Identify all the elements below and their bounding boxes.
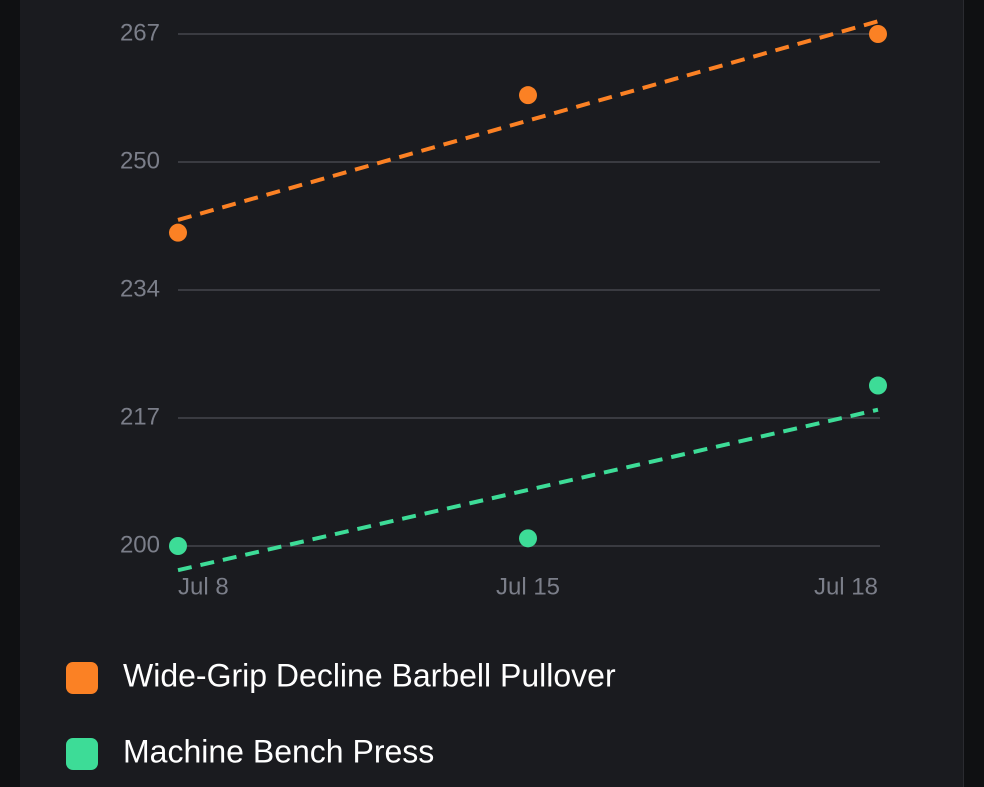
data-point bbox=[869, 25, 887, 43]
data-point bbox=[869, 376, 887, 395]
legend-swatch bbox=[66, 662, 98, 694]
trend-line bbox=[177, 407, 879, 573]
x-tick-label: Jul 8 bbox=[178, 573, 229, 600]
data-point bbox=[519, 529, 537, 548]
data-point bbox=[169, 537, 187, 555]
y-tick-label: 267 bbox=[120, 19, 160, 46]
y-tick-label: 217 bbox=[120, 403, 160, 430]
x-tick-label: Jul 15 bbox=[496, 573, 560, 600]
data-point bbox=[519, 86, 537, 105]
y-tick-label: 234 bbox=[120, 275, 160, 302]
legend-label: Wide-Grip Decline Barbell Pullover bbox=[123, 657, 616, 693]
legend-label: Machine Bench Press bbox=[123, 733, 434, 769]
x-tick-label: Jul 18 bbox=[814, 573, 878, 600]
trend-line bbox=[177, 19, 879, 222]
y-tick-label: 200 bbox=[120, 531, 160, 558]
legend-swatch bbox=[66, 738, 98, 770]
y-tick-label: 250 bbox=[120, 147, 160, 174]
data-point bbox=[169, 223, 187, 242]
